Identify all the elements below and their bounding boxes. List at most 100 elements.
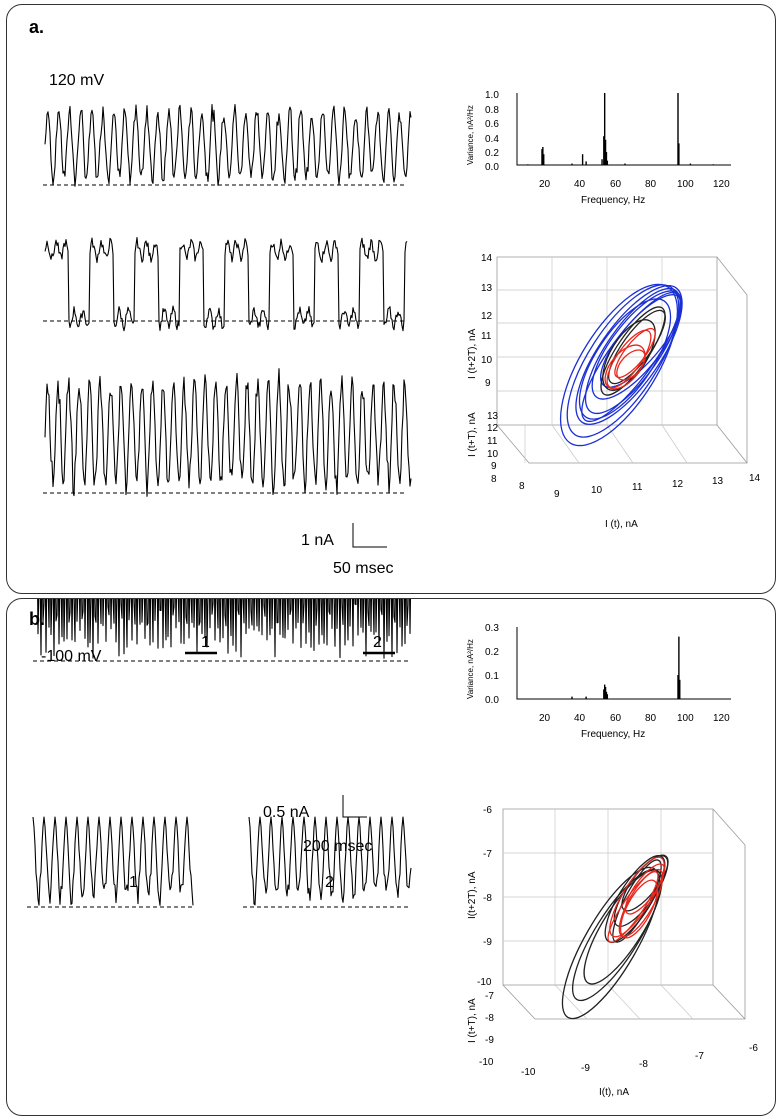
- spectrum-b-ylabel: Variance, nA²/Hz: [466, 639, 475, 699]
- scale-time-a: 50 msec: [333, 560, 393, 577]
- phase-b-xtick-8: -8: [639, 1059, 648, 1070]
- panel-a-voltage: 120 mV: [49, 72, 104, 89]
- phase-b-grid-8: [607, 984, 641, 1020]
- phase-a-loop-7: [578, 298, 672, 420]
- scale-bar-a: [352, 523, 387, 548]
- spectrum-a-ytick-5: 0.0: [485, 162, 499, 173]
- scale-current-a: 1 nA: [301, 532, 334, 549]
- panel-a-label: a.: [29, 17, 44, 37]
- trace-b: [37, 599, 412, 659]
- phase-a-ylabel: I (t+2T), nA: [467, 328, 478, 379]
- spectrum-b-ytick-3: 0.3: [485, 623, 499, 634]
- spectrum-a-ytick-3: 0.4: [485, 134, 499, 145]
- phase-b-ztick-7: -7: [485, 991, 494, 1002]
- spectrum-b-xtick-60: 60: [610, 713, 622, 724]
- phase-a-loop-13: [614, 327, 656, 379]
- spectrum-b-xtick-40: 40: [574, 713, 586, 724]
- phase-a-xtick-13: 13: [712, 476, 724, 487]
- spectrum-a-ylabel: Variance, nA²/Hz: [466, 105, 475, 165]
- phase-b-ytick-8: -8: [483, 893, 492, 904]
- trace-inset-2: [248, 816, 412, 906]
- trace-a3: [44, 368, 412, 497]
- phase-a-xtick-9: 9: [554, 489, 560, 500]
- trace-inset-1: [32, 816, 194, 906]
- spectrum-a-xtick-60: 60: [610, 179, 622, 190]
- spectrum-a-xlabel: Frequency, Hz: [581, 195, 645, 206]
- phase-a-loop-4: [559, 283, 679, 447]
- segment-marker-2: 2: [373, 634, 382, 651]
- phase-a-xtick-12: 12: [672, 479, 684, 490]
- phase-a-ztick-10: 10: [487, 449, 499, 460]
- phase-a-ytick-13: 13: [481, 283, 493, 294]
- spectrum-a-xtick-40: 40: [574, 179, 586, 190]
- spectrum-a-axes: [516, 93, 731, 166]
- phase-a-ztick-8: 8: [491, 474, 497, 485]
- phase-b-loop-9: [607, 871, 659, 943]
- phase-a-loop-9: [608, 309, 666, 385]
- spectrum-a-xtick-120: 120: [713, 179, 730, 190]
- spectrum-b: 0.3 0.2 0.1 0.0 20 40 60 80 100 120 Freq…: [466, 623, 731, 740]
- phase-a-ytick-12: 12: [481, 311, 493, 322]
- phase-b-ztick-10: -10: [479, 1057, 494, 1068]
- panel-b-figure: b. -100 mV 1 2 0.5 nA 200 msec 1 2 0.3 0…: [27, 599, 758, 1098]
- phase-a-ytick-11: 11: [481, 331, 492, 342]
- phase-a-ytick-10: 10: [481, 355, 493, 366]
- spectrum-b-xtick-120: 120: [713, 713, 730, 724]
- phase-a-loop-12: [606, 329, 652, 389]
- phase-a-xtick-11: 11: [632, 482, 643, 493]
- scale-time-b: 200 msec: [303, 838, 372, 855]
- phase-b-grid-9: [660, 984, 694, 1020]
- scale-bar-b: [342, 795, 367, 818]
- phase-b-ytick-7: -7: [483, 849, 492, 860]
- phase-b-zlabel: I (t+T), nA: [467, 998, 478, 1043]
- phase-b-loop-10: [624, 863, 666, 915]
- phase-a-xtick-8: 8: [519, 481, 525, 492]
- phase-plot-b: -6 -7 -8 -9 -10 I(t+2T), nA -7 -8 -9 -10…: [467, 805, 758, 1098]
- scale-current-b: 0.5 nA: [263, 804, 310, 821]
- phase-b-xtick-9: -9: [581, 1063, 590, 1074]
- panel-a: a. 120 mV 1 nA 50 msec 1.0 0.8 0.6 0.4 0…: [6, 4, 776, 594]
- spectrum-b-ytick-2: 0.2: [485, 647, 499, 658]
- phase-b-ytick-10: -10: [477, 977, 492, 988]
- spectrum-a-xtick-80: 80: [645, 179, 657, 190]
- phase-a-loop-2: [566, 284, 680, 438]
- spectrum-a: 1.0 0.8 0.6 0.4 0.2 0.0 20 40 60 80 100 …: [466, 90, 731, 206]
- phase-a-loop-14: [616, 349, 646, 381]
- phase-a-floor-side: [716, 424, 748, 464]
- phase-a-loop-6: [600, 294, 682, 388]
- phase-b-loop-7: [609, 856, 665, 938]
- phase-b-ytick-9: -9: [483, 937, 492, 948]
- phase-b-ytick-6: -6: [483, 805, 492, 816]
- spectrum-b-axes: [516, 627, 731, 700]
- spectrum-a-xtick-20: 20: [539, 179, 551, 190]
- phase-b-xtick-10: -10: [521, 1067, 536, 1078]
- spectrum-a-ytick-2: 0.6: [485, 119, 499, 130]
- phase-a-ztick-12: 12: [487, 423, 499, 434]
- spectrum-b-xlabel: Frequency, Hz: [581, 729, 645, 740]
- phase-a-grid-10: [606, 424, 634, 464]
- phase-b-xlabel: I(t), nA: [599, 1087, 629, 1098]
- phase-b-xtick-6: -6: [749, 1043, 758, 1054]
- spectrum-b-ytick-0: 0.0: [485, 695, 499, 706]
- phase-b-loop-2: [561, 866, 661, 1020]
- trace-a1: [44, 104, 412, 187]
- phase-a-loop-10: [602, 319, 656, 391]
- spectrum-b-ytick-1: 0.1: [485, 671, 499, 682]
- phase-a-loop-11: [604, 344, 646, 390]
- phase-plot-a: 14 13 12 11 10 9 I (t+2T), nA 13 12 11 1…: [467, 253, 761, 530]
- spectrum-a-xtick-100: 100: [677, 179, 694, 190]
- inset-label-2: 2: [325, 874, 334, 891]
- panel-b: b. -100 mV 1 2 0.5 nA 200 msec 1 2 0.3 0…: [6, 598, 776, 1116]
- phase-a-zlabel: I (t+T), nA: [467, 412, 478, 457]
- phase-a-ztick-9: 9: [491, 461, 497, 472]
- phase-a-xlabel: I (t), nA: [605, 519, 638, 530]
- phase-a-xtick-10: 10: [591, 485, 603, 496]
- phase-a-ytick-9: 9: [485, 378, 491, 389]
- trace-a2: [44, 237, 408, 332]
- spectrum-a-ytick-4: 0.2: [485, 148, 499, 159]
- phase-b-loop-11: [619, 879, 659, 939]
- phase-b-ztick-9: -9: [485, 1035, 494, 1046]
- phase-a-ytick-14: 14: [481, 253, 493, 264]
- phase-b-ylabel: I(t+2T), nA: [467, 871, 478, 919]
- phase-a-ztick-13: 13: [487, 411, 499, 422]
